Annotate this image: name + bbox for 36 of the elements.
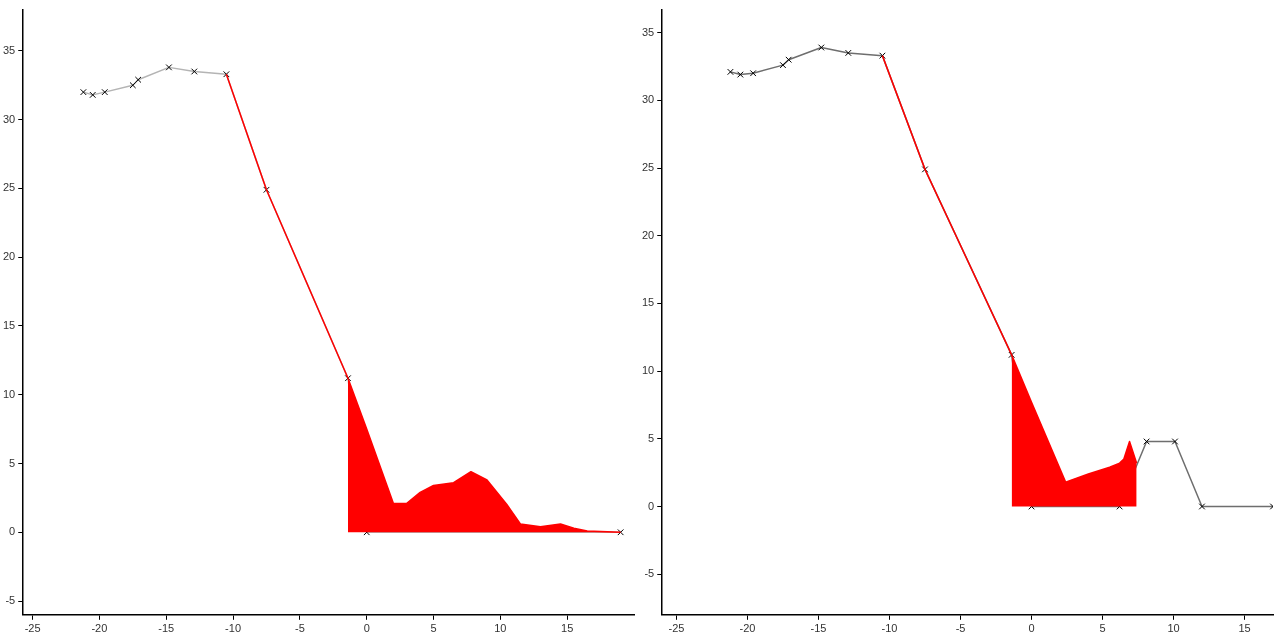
x-tick-label: -15 [810,622,827,635]
x-tick-label: -20 [91,622,108,635]
x-tick-label: 5 [430,622,437,635]
x-tick-label: -10 [881,622,898,635]
x-tick-label: 10 [494,622,507,635]
x-tick-label: 15 [1238,622,1251,635]
x-tick-label: -25 [668,622,685,635]
x-tick-label: 0 [1028,622,1035,635]
x-tick-label: 15 [561,622,574,635]
x-tick-label: -25 [24,622,41,635]
y-tick-label: 20 [2,250,16,263]
y-tick-label: 35 [641,25,655,38]
y-tick-label: 0 [648,499,655,512]
x-tick-label: -20 [739,622,756,635]
y-tick-label: 5 [9,456,16,469]
x-tick-label: -10 [225,622,242,635]
y-tick-label: 10 [641,364,655,377]
x-tick-label: -15 [158,622,175,635]
y-tick-label: 25 [641,161,655,174]
y-tick-label: -5 [644,567,655,580]
x-tick-label: 10 [1167,622,1180,635]
y-tick-label: 30 [641,93,655,106]
y-tick-label: 35 [2,43,16,56]
x-tick-label: -5 [955,622,966,635]
y-tick-label: 5 [648,431,655,444]
y-tick-label: 25 [2,181,16,194]
y-tick-label: 0 [9,525,16,538]
y-tick-label: 10 [2,387,16,400]
y-tick-label: 20 [641,228,655,241]
x-tick-label: 0 [363,622,370,635]
y-tick-label: 15 [2,318,16,331]
y-tick-label: 15 [641,296,655,309]
y-tick-label: 30 [2,112,16,125]
y-tick-label: -5 [5,594,16,607]
x-tick-label: -5 [294,622,305,635]
x-tick-label: 5 [1099,622,1106,635]
